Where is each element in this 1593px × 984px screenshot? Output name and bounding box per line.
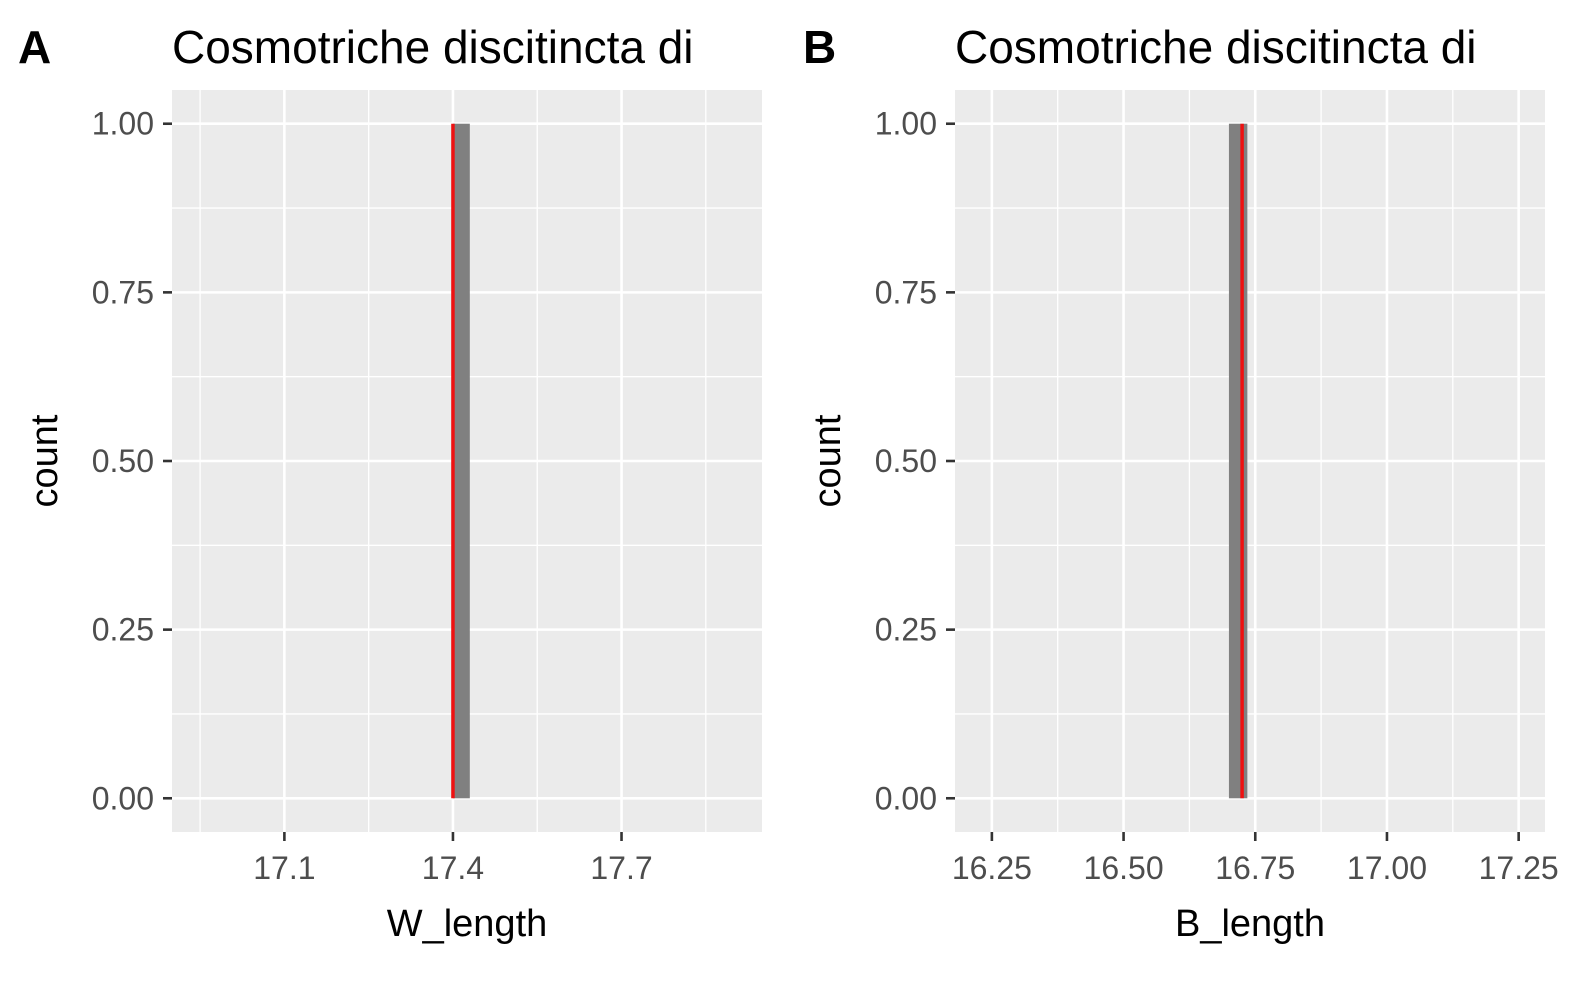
histogram-bar [452, 123, 470, 799]
y-axis-ticks-b: 0.00 0.25 0.50 0.75 1.00 [875, 106, 955, 816]
x-tick-label: 17.4 [422, 850, 484, 886]
x-axis-title-b: B_length [1175, 903, 1325, 945]
y-tick-label: 0.25 [92, 612, 154, 648]
x-tick-label: 17.7 [590, 850, 652, 886]
x-tick-label: 17.00 [1347, 850, 1427, 886]
histogram-bars-b [1228, 123, 1248, 799]
y-tick-label: 0.00 [92, 780, 154, 816]
x-axis-ticks-b: 16.25 16.50 16.75 17.00 17.25 [952, 832, 1559, 886]
panel-a: A Cosmotriche discitincta di 0.00 0.25 0.5… [18, 21, 762, 945]
chart-title-b: Cosmotriche discitincta di [955, 21, 1477, 73]
panel-tag-a: A [18, 21, 51, 73]
x-tick-label: 16.25 [952, 850, 1032, 886]
y-tick-label: 0.50 [92, 443, 154, 479]
x-tick-label: 17.1 [253, 850, 315, 886]
x-axis-title-a: W_length [387, 903, 548, 945]
x-tick-label: 16.50 [1084, 850, 1164, 886]
panel-tag-b: B [803, 21, 836, 73]
y-axis-title-b: count [807, 414, 849, 507]
y-tick-label: 0.50 [875, 443, 937, 479]
y-tick-label: 1.00 [92, 106, 154, 142]
x-axis-ticks-a: 17.1 17.4 17.7 [253, 832, 653, 886]
major-gridlines-b [955, 90, 1545, 832]
panel-b: B Cosmotriche discitincta di 0.00 0.25 0.5… [803, 21, 1559, 945]
y-tick-label: 1.00 [875, 106, 937, 142]
y-tick-label: 0.25 [875, 612, 937, 648]
y-axis-title-a: count [24, 414, 66, 507]
y-tick-label: 0.75 [92, 274, 154, 310]
chart-title-a: Cosmotriche discitincta di [172, 21, 694, 73]
x-tick-label: 17.25 [1479, 850, 1559, 886]
histogram-bar [1228, 123, 1248, 799]
histogram-bars-a [452, 123, 470, 799]
y-tick-label: 0.00 [875, 780, 937, 816]
y-tick-label: 0.75 [875, 274, 937, 310]
y-axis-ticks-a: 0.00 0.25 0.50 0.75 1.00 [92, 106, 172, 816]
x-tick-label: 16.75 [1215, 850, 1295, 886]
